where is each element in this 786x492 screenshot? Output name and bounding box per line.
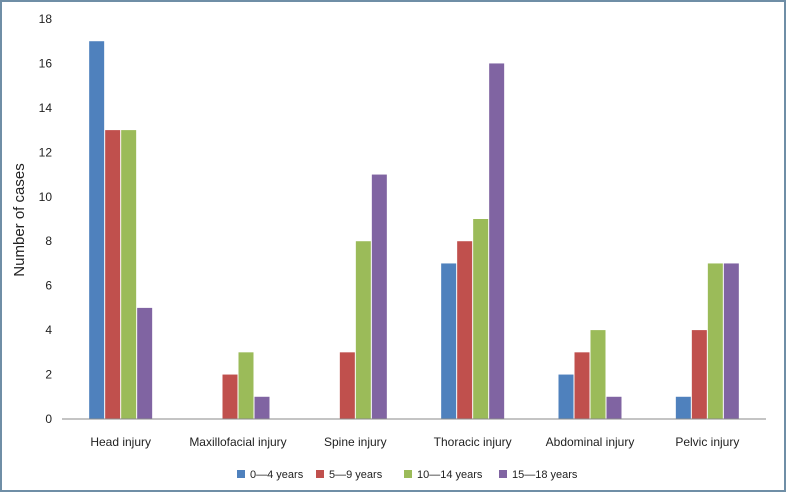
y-axis-title: Number of cases [11, 163, 28, 276]
y-tick-label: 12 [39, 145, 53, 159]
bar [371, 174, 387, 419]
y-axis-ticks: 0 2 4 6 8 10 12 14 16 18 [39, 12, 53, 426]
bar [707, 263, 723, 419]
bar [89, 41, 105, 419]
bar [254, 396, 270, 419]
bar [441, 263, 457, 419]
y-tick-label: 16 [39, 56, 53, 70]
y-tick-label: 10 [39, 190, 53, 204]
legend-swatch [237, 470, 245, 478]
legend-label: 15—18 years [512, 469, 578, 481]
bar [121, 130, 137, 419]
bars [89, 41, 739, 419]
legend-swatch [404, 470, 412, 478]
bar [105, 130, 121, 419]
bar [691, 330, 707, 419]
bar [137, 307, 153, 419]
bar [489, 63, 505, 419]
y-tick-label: 8 [45, 234, 52, 248]
bar [238, 352, 254, 419]
category-label: Head injury [90, 435, 151, 449]
y-tick-label: 18 [39, 12, 53, 26]
legend-swatch [316, 470, 324, 478]
bar [606, 396, 622, 419]
category-label: Pelvic injury [675, 435, 739, 449]
category-label: Spine injury [324, 435, 387, 449]
category-label: Abdominal injury [546, 435, 635, 449]
bar [473, 219, 489, 419]
y-tick-label: 6 [45, 279, 52, 293]
bar [355, 241, 371, 419]
bar [339, 352, 355, 419]
bar [590, 330, 606, 419]
y-tick-label: 2 [45, 368, 52, 382]
y-tick-label: 14 [39, 101, 53, 115]
bar [457, 241, 473, 419]
legend: 0—4 years 5—9 years 10—14 years 15—18 years [237, 469, 578, 481]
category-labels: Head injury Maxillofacial injury Spine inj… [90, 435, 739, 449]
y-tick-label: 4 [45, 323, 52, 337]
category-label: Maxillofacial injury [189, 435, 286, 449]
legend-label: 10—14 years [417, 469, 483, 481]
bar [675, 396, 691, 419]
legend-label: 0—4 years [250, 469, 304, 481]
legend-swatch [499, 470, 507, 478]
bar [558, 374, 574, 419]
y-tick-label: 0 [45, 412, 52, 426]
bar [574, 352, 590, 419]
legend-label: 5—9 years [329, 469, 383, 481]
bar [222, 374, 238, 419]
bar [723, 263, 739, 419]
category-label: Thoracic injury [434, 435, 512, 449]
